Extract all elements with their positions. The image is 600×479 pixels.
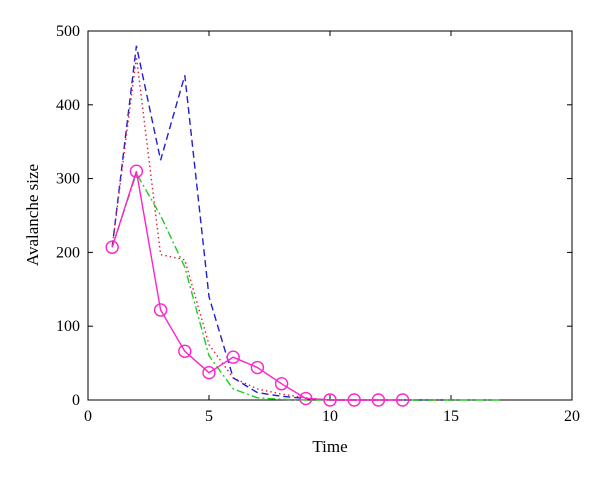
plot-frame xyxy=(87,30,573,401)
x-axis-label: Time xyxy=(312,437,347,456)
y-tick-label: 100 xyxy=(56,318,80,335)
y-tick-label: 300 xyxy=(56,171,80,188)
series-4-point xyxy=(226,350,240,364)
series-4-point xyxy=(202,365,216,380)
series-line-2 xyxy=(111,56,451,401)
series-line-3 xyxy=(111,171,500,401)
series-4-point xyxy=(395,393,410,407)
y-tick-label: 400 xyxy=(56,97,80,114)
series-4-point xyxy=(323,393,337,407)
series-4-point xyxy=(153,303,168,317)
x-tick-label: 15 xyxy=(443,408,459,425)
y-axis-label: Avalanche size xyxy=(23,164,42,266)
series-4-point xyxy=(299,391,313,406)
series-line-1 xyxy=(111,45,451,401)
x-tick-label: 0 xyxy=(84,408,92,425)
series-4-point xyxy=(347,393,361,407)
series-4-point xyxy=(105,240,119,254)
y-tick-label: 0 xyxy=(72,392,80,409)
x-tick-label: 10 xyxy=(322,408,338,425)
series-4-point xyxy=(129,164,144,178)
y-tick-label: 200 xyxy=(56,244,80,261)
x-tick-label: 5 xyxy=(205,408,213,425)
series-line-4 xyxy=(111,170,403,401)
series-4-point xyxy=(371,393,386,407)
y-tick-label: 500 xyxy=(56,23,80,40)
series-layer xyxy=(105,45,500,407)
series-4-point xyxy=(250,360,265,375)
series-4-point xyxy=(274,377,289,391)
x-tick-label: 20 xyxy=(564,408,580,425)
series-4-point xyxy=(178,344,192,358)
